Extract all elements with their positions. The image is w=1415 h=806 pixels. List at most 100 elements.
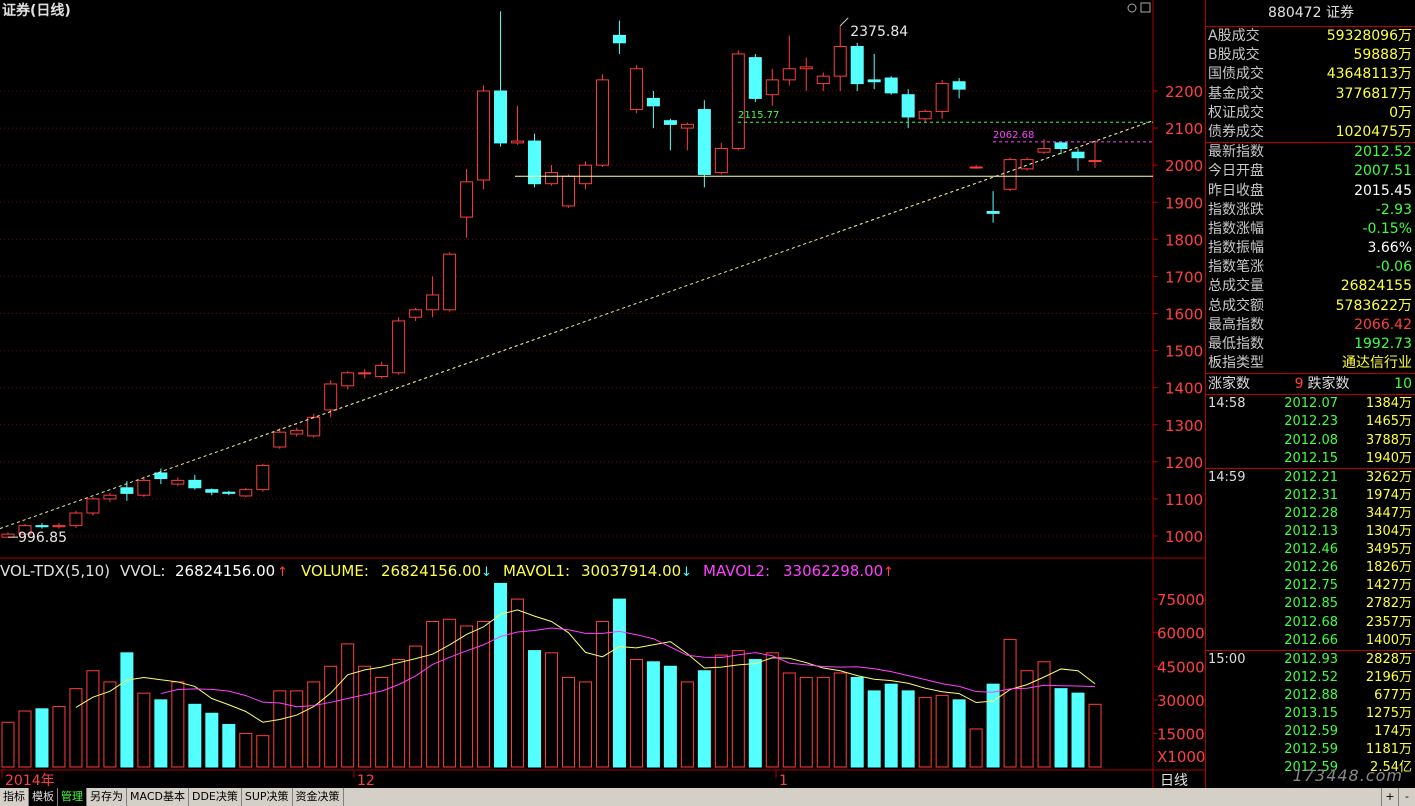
volume-bar[interactable] [935, 694, 949, 768]
tick-row[interactable]: 15:00 2012.93 2828万 [1206, 649, 1415, 669]
volume-bar[interactable] [273, 690, 287, 768]
candle[interactable] [782, 68, 796, 81]
candle[interactable] [595, 79, 609, 166]
volume-bar[interactable] [1037, 661, 1051, 768]
volume-bar[interactable] [884, 683, 898, 768]
candle[interactable] [392, 320, 406, 374]
tick-row[interactable]: 2012.88 677万 [1206, 687, 1415, 705]
volume-bar[interactable] [1071, 692, 1085, 768]
candle[interactable] [222, 491, 236, 494]
candle[interactable] [35, 525, 49, 528]
volume-bar[interactable] [1, 721, 15, 768]
tab-0[interactable]: 指标 [0, 788, 29, 806]
tick-row[interactable]: 2012.66 1400万 [1206, 632, 1415, 650]
volume-bar[interactable] [867, 690, 881, 768]
tick-row[interactable]: 2012.46 3495万 [1206, 541, 1415, 559]
volume-bar[interactable] [290, 690, 304, 768]
tick-row[interactable]: 2012.15 1940万 [1206, 450, 1415, 468]
candle[interactable] [256, 465, 270, 491]
tick-row[interactable]: 2012.08 3788万 [1206, 432, 1415, 450]
volume-bar[interactable] [850, 676, 864, 768]
volume-bar[interactable] [1054, 688, 1068, 768]
candle[interactable] [1088, 160, 1102, 163]
candle[interactable] [901, 94, 915, 118]
volume-bar[interactable] [986, 683, 1000, 768]
candle[interactable] [884, 77, 898, 94]
volume-bar[interactable] [324, 665, 338, 768]
volume-bar[interactable] [171, 681, 185, 768]
candle[interactable] [137, 479, 151, 496]
volume-bar[interactable] [629, 659, 643, 768]
tab-1[interactable]: 模板 [29, 788, 58, 806]
volume-bar[interactable] [86, 670, 100, 768]
volume-bar[interactable] [816, 676, 830, 768]
volume-bar[interactable] [748, 659, 762, 768]
tick-row[interactable]: 2013.15 1275万 [1206, 705, 1415, 723]
candle[interactable] [443, 253, 457, 311]
candle[interactable] [1071, 151, 1085, 159]
candle[interactable] [307, 416, 321, 437]
candle[interactable] [918, 110, 932, 120]
candle[interactable] [816, 75, 830, 85]
tick-row[interactable]: 2012.13 1304万 [1206, 523, 1415, 541]
tick-row[interactable]: 2012.59 174万 [1206, 723, 1415, 741]
candle[interactable] [86, 498, 100, 514]
candle[interactable] [273, 431, 287, 448]
volume-bar[interactable] [952, 699, 966, 768]
candle[interactable] [69, 512, 83, 527]
volume-bar[interactable] [375, 676, 389, 768]
volume-bar[interactable] [341, 643, 355, 768]
volume-bar[interactable] [120, 652, 134, 768]
volume-bar[interactable] [545, 652, 558, 768]
candle[interactable] [52, 525, 66, 528]
volume-bar[interactable] [35, 708, 49, 768]
volume-bar[interactable] [663, 665, 677, 768]
tick-row[interactable]: 2012.59 2.54亿 [1206, 759, 1415, 777]
candle[interactable] [188, 479, 202, 489]
tick-row[interactable]: 2012.59 1181万 [1206, 741, 1415, 759]
tick-row[interactable]: 2012.85 2782万 [1206, 595, 1415, 613]
volume-bar[interactable] [18, 710, 32, 768]
candle[interactable] [426, 294, 440, 311]
volume-bar[interactable] [680, 681, 694, 768]
candle[interactable] [799, 66, 813, 70]
settings-icon[interactable] [1127, 3, 1137, 13]
volume-bar[interactable] [833, 672, 847, 768]
volume-bar[interactable] [765, 652, 779, 768]
volume-bar[interactable] [460, 625, 474, 768]
candle[interactable] [154, 472, 168, 480]
volume-bar[interactable] [69, 688, 83, 768]
candle[interactable] [290, 429, 304, 435]
candle[interactable] [358, 372, 372, 375]
volume-bar[interactable] [511, 598, 525, 768]
tab-3[interactable]: 另存为 [87, 788, 127, 806]
volume-bar[interactable] [52, 706, 66, 768]
candle[interactable] [528, 140, 542, 185]
candle[interactable] [545, 172, 558, 185]
tab-7[interactable]: 资金决策 [293, 788, 344, 806]
tick-row[interactable]: 2012.28 3447万 [1206, 505, 1415, 523]
candle[interactable] [867, 79, 881, 83]
volume-bar[interactable] [1003, 638, 1017, 768]
tick-row[interactable]: 2012.75 1427万 [1206, 577, 1415, 595]
volume-bar[interactable] [477, 620, 491, 768]
candle[interactable] [629, 68, 643, 111]
candle[interactable] [833, 46, 847, 77]
candle[interactable] [578, 164, 592, 185]
candle[interactable] [969, 166, 983, 169]
volume-bar[interactable] [426, 620, 440, 768]
candle[interactable] [748, 57, 762, 99]
candle[interactable] [561, 175, 575, 207]
volume-bar[interactable] [782, 672, 796, 768]
volume-bar[interactable] [646, 661, 660, 768]
candle[interactable] [324, 383, 338, 411]
volume-bar[interactable] [901, 690, 915, 768]
tab-5[interactable]: DDE决策 [189, 788, 242, 806]
candle[interactable] [18, 525, 32, 535]
candle[interactable] [1020, 159, 1034, 170]
tick-row[interactable]: 2012.23 1465万 [1206, 413, 1415, 431]
zoom-in-button[interactable]: + [1381, 788, 1398, 806]
volume-bar[interactable] [714, 654, 728, 768]
tick-row[interactable]: 14:59 2012.21 3262万 [1206, 467, 1415, 487]
